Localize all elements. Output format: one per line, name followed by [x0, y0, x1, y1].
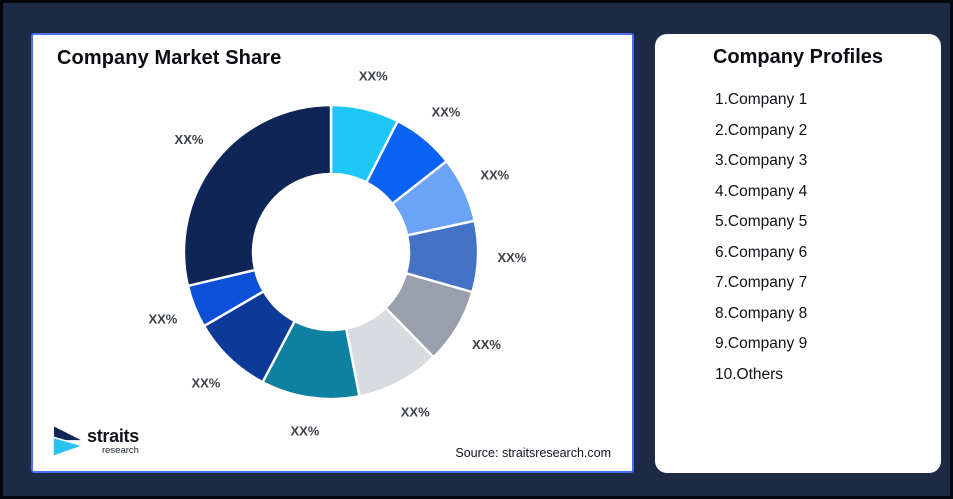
straits-logo-icon: [52, 426, 83, 458]
profile-list-item: 8.Company 8: [715, 304, 808, 322]
market-share-donut-chart: XX% XX% XX% XX% XX% XX% XX% XX% XX% XX%: [148, 69, 526, 439]
profile-list-item: 2.Company 2: [715, 121, 808, 139]
source-note: Source: straitsresearch.com: [455, 446, 611, 460]
straits-research-logo: straits research: [52, 426, 139, 458]
profile-list-item: 5.Company 5: [715, 213, 808, 230]
market-share-card: XX% XX% XX% XX% XX% XX% XX% XX% XX% XX% Company M…: [31, 33, 634, 473]
segment-value-label: XX%: [431, 105, 460, 120]
segment-value-label: XX%: [497, 250, 526, 265]
segment-value-label: XX%: [480, 167, 509, 182]
donut-segment-others: [182, 103, 333, 288]
profiles-list: 1.Company 1 2.Company 2 3.Company 3 4.Compa…: [715, 91, 941, 384]
segment-value-label: XX%: [148, 312, 177, 327]
profile-list-item: 7.Company 7: [715, 274, 808, 291]
profile-list-item: 3.Company 3: [715, 152, 808, 169]
segment-value-label: XX%: [359, 69, 388, 84]
profile-list-item: 1.Company 1: [715, 91, 808, 108]
segment-value-label: XX%: [290, 424, 319, 439]
profile-list-item: 4.Company 4: [715, 182, 808, 200]
logo-name: straits: [87, 426, 139, 446]
segment-value-label: XX%: [175, 132, 204, 147]
segment-value-label: XX%: [472, 337, 501, 352]
chart-title: Company Market Share: [57, 47, 282, 69]
segment-value-label: XX%: [401, 405, 430, 420]
logo-text: straits research: [87, 426, 139, 456]
profiles-title: Company Profiles: [712, 46, 884, 68]
profile-list-item: 6.Company 6: [715, 243, 808, 261]
logo-subtitle: research: [101, 445, 139, 456]
profile-list-item: 9.Company 9: [715, 335, 808, 352]
segment-value-label: XX%: [191, 375, 220, 390]
company-profiles-card: Company Profiles 1.Company 1 2.Company 2 3…: [655, 34, 941, 473]
profile-list-item: 10.Others: [715, 365, 784, 383]
